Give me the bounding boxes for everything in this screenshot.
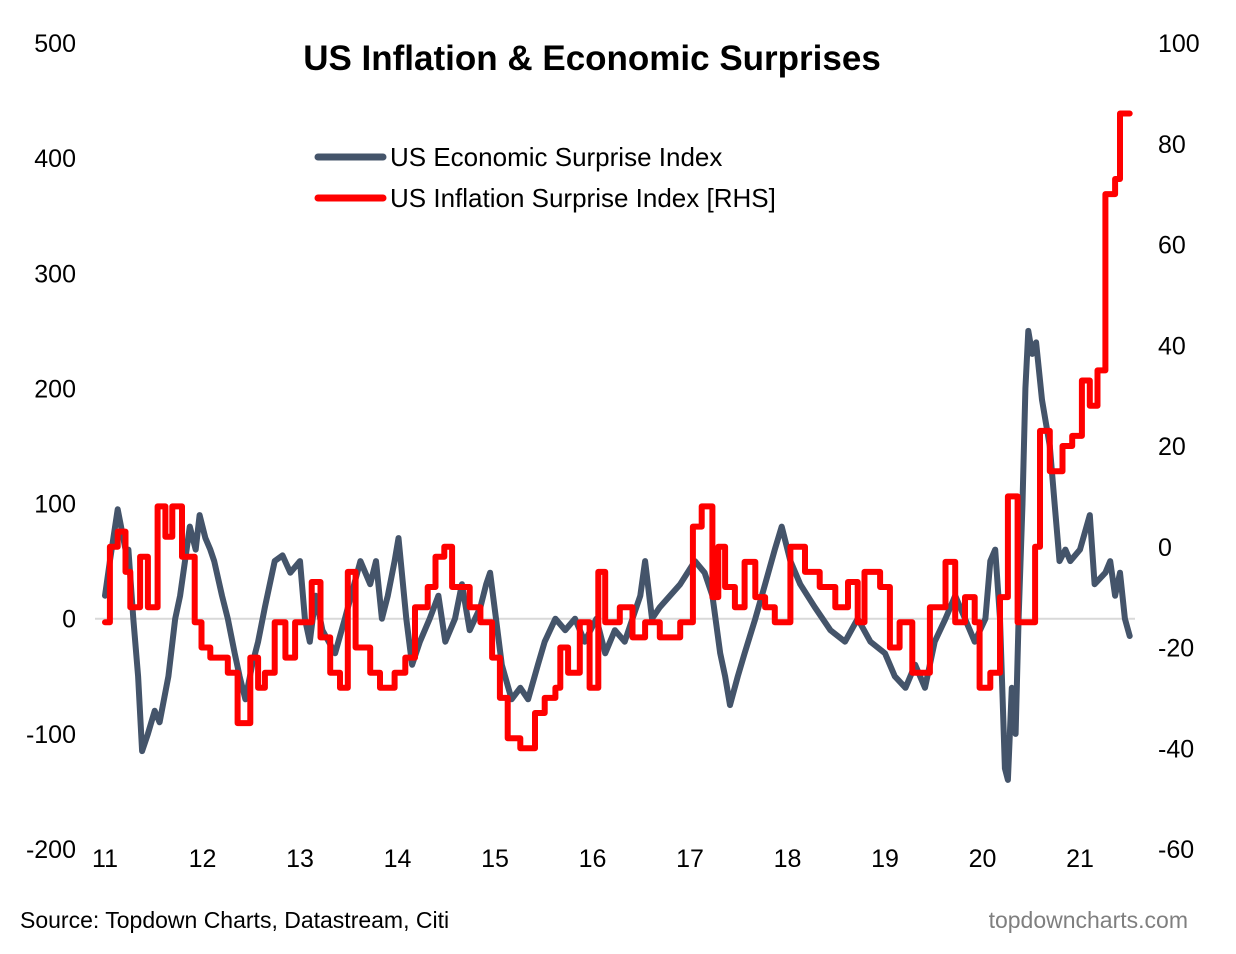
right-tick-label: 40 [1158,332,1186,360]
x-tick-label: 14 [384,845,412,873]
chart-title: US Inflation & Economic Surprises [303,39,881,78]
right-tick-label: -20 [1158,635,1194,663]
right-axis: 100 80 60 40 20 0 -20 -40 -60 [1158,30,1200,864]
right-tick-label: -40 [1158,735,1194,763]
left-tick-label: 0 [62,606,76,634]
right-tick-label: 80 [1158,131,1186,159]
x-tick-label: 12 [189,845,217,873]
source-note: Source: Topdown Charts, Datastream, Citi [20,907,449,933]
series-layer [102,110,1133,783]
x-tick-label: 15 [481,845,509,873]
series-line-economic-surprise [102,327,1133,783]
right-tick-label: 0 [1158,534,1172,562]
left-tick-label: -100 [26,721,76,749]
x-tick-label: 20 [969,845,997,873]
left-tick-label: 200 [34,375,76,403]
x-tick-label: 17 [676,845,704,873]
x-tick-label: 16 [579,845,607,873]
x-tick-label: 11 [92,845,118,873]
legend: US Economic Surprise Index US Inflation … [314,142,776,213]
x-tick-label: 13 [286,845,314,873]
x-tick-label: 18 [774,845,802,873]
watermark: topdowncharts.com [989,907,1188,933]
right-tick-label: 60 [1158,232,1186,260]
left-tick-label: 100 [34,491,76,519]
x-tick-label: 19 [871,845,899,873]
left-tick-label: 500 [34,30,76,58]
right-tick-label: 100 [1158,30,1200,58]
legend-label-economic-surprise: US Economic Surprise Index [390,142,722,172]
x-axis: 11 12 13 14 15 16 17 18 19 20 21 [92,845,1094,873]
series-line-inflation-surprise [102,110,1133,752]
x-tick-label: 21 [1066,845,1094,873]
left-axis: 500 400 300 200 100 0 -100 -200 [26,30,76,864]
left-tick-label: 300 [34,260,76,288]
legend-label-inflation-surprise: US Inflation Surprise Index [RHS] [390,183,776,213]
right-tick-label: 20 [1158,433,1186,461]
right-tick-label: -60 [1158,836,1194,864]
left-tick-label: -200 [26,836,76,864]
left-tick-label: 400 [34,145,76,173]
